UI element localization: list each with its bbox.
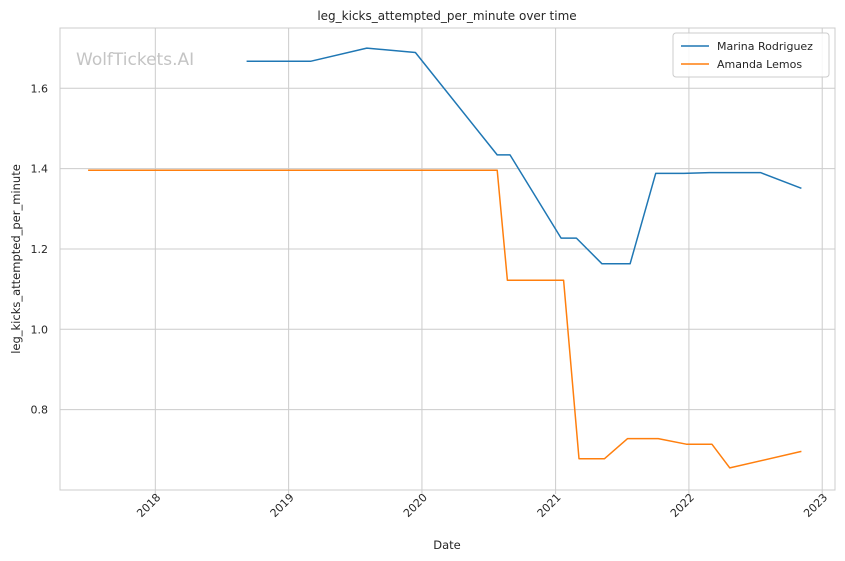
watermark-text: WolfTickets.AI (76, 50, 194, 70)
x-axis-ticks: 2018 2019 2020 2021 2022 2023 (134, 490, 830, 520)
y-axis-ticks: 0.8 1.0 1.2 1.4 1.6 (31, 82, 49, 416)
y-tick-label: 0.8 (31, 404, 49, 417)
legend-label: Marina Rodriguez (717, 40, 813, 53)
y-tick-label: 1.2 (31, 243, 49, 256)
legend-box (672, 32, 830, 78)
legend: Marina Rodriguez Amanda Lemos (672, 32, 830, 78)
x-tick-label: 2023 (801, 491, 830, 520)
plot-area-frame (59, 27, 836, 491)
x-tick-label: 2020 (401, 491, 430, 520)
x-tick-label: 2018 (134, 491, 163, 520)
x-tick-label: 2019 (268, 491, 297, 520)
y-tick-label: 1.0 (31, 323, 49, 336)
series-lines (88, 47, 802, 469)
y-tick-label: 1.4 (31, 163, 49, 176)
chart-title: leg_kicks_attempted_per_minute over time (317, 9, 576, 23)
x-tick-label: 2022 (668, 491, 697, 520)
x-tick-label: 2021 (535, 491, 564, 520)
grid (60, 28, 835, 490)
y-tick-label: 1.6 (31, 82, 49, 95)
y-axis-label: leg_kicks_attempted_per_minute (9, 164, 23, 354)
x-axis-label: Date (433, 538, 461, 552)
series-line-2 (88, 169, 802, 469)
legend-label: Amanda Lemos (717, 58, 802, 71)
series-line-1 (246, 47, 802, 265)
